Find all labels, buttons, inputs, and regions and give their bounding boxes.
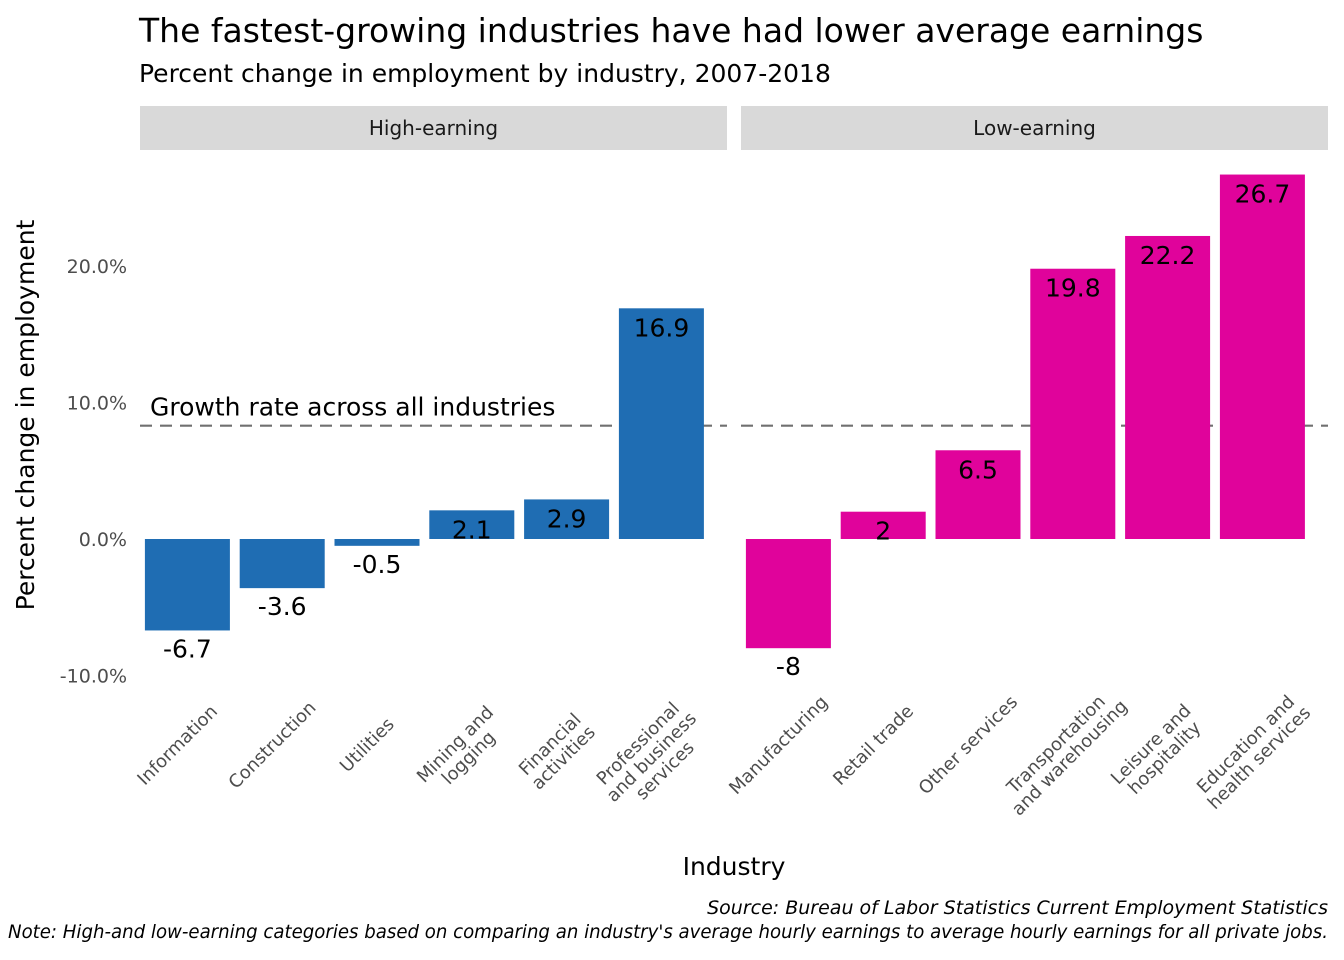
x-tick-label: Manufacturing <box>725 692 832 799</box>
bar <box>618 308 704 539</box>
bar-value-label: 2.1 <box>452 515 492 544</box>
facet-strip-label: Low-earning <box>973 116 1096 140</box>
bar <box>239 539 325 589</box>
bar-value-label: 16.9 <box>634 313 690 342</box>
facet-strips: High-earning Low-earning <box>140 106 1328 150</box>
bar <box>935 450 1021 539</box>
bar-value-label: 6.5 <box>958 455 998 484</box>
facet-strip <box>140 106 727 150</box>
bar-value-label: -3.6 <box>258 592 307 621</box>
x-tick-label: Financialactivities <box>514 709 600 795</box>
bar <box>144 539 230 631</box>
bar-value-label: -0.5 <box>353 550 402 579</box>
bar-value-label: 2 <box>875 517 891 546</box>
bar-value-label: 19.8 <box>1045 274 1101 303</box>
y-tick-label: 0.0% <box>79 529 127 551</box>
bar <box>840 511 926 539</box>
bar-value-label: 26.7 <box>1235 180 1291 209</box>
x-tick-label: Education andhealth services <box>1190 689 1315 814</box>
bar <box>334 539 420 546</box>
chart-subtitle: Percent change in employment by industry… <box>139 59 831 88</box>
y-tick-label: 10.0% <box>67 393 127 415</box>
bar-value-label: -6.7 <box>163 634 212 663</box>
y-axis-ticks: -10.0% 0.0% 10.0% 20.0% <box>60 256 127 688</box>
x-tick-label: Information <box>133 701 222 790</box>
y-tick-label: -10.0% <box>60 666 127 688</box>
x-tick-label: Construction <box>225 697 321 793</box>
bar-value-label: 22.2 <box>1140 241 1196 270</box>
x-axis-title: Industry <box>683 852 786 881</box>
x-tick-label: Mining andlogging <box>413 702 512 801</box>
bar-value-label: 2.9 <box>547 504 587 533</box>
bar <box>745 539 831 649</box>
bar-labels-layer: -6.7 -3.6 -0.5 2.1 2.9 16.9 -8 2 6.5 19.8 22.2 26.7 <box>163 180 1290 682</box>
bars-layer <box>144 174 1305 649</box>
y-tick-label: 20.0% <box>67 256 127 278</box>
x-tick-label: Professionaland businessservices <box>589 695 714 820</box>
note-caption: Note: High-and low-earning categories ba… <box>8 921 1328 943</box>
bar-value-label: -8 <box>776 652 801 681</box>
bar <box>1125 235 1211 539</box>
x-axis-ticks: Information Construction Utilities Mining a… <box>133 689 1315 820</box>
y-axis-title: Percent change in employment <box>11 219 40 610</box>
x-tick-label: Utilities <box>336 714 399 777</box>
x-tick-label: Retail trade <box>829 701 918 790</box>
facet-strip <box>741 106 1328 150</box>
bar <box>1030 268 1116 539</box>
chart-title: The fastest-growing industries have had … <box>138 11 1203 50</box>
bar <box>1219 174 1305 540</box>
reference-line-label: Growth rate across all industries <box>150 393 555 422</box>
source-caption: Source: Bureau of Labor Statistics Curre… <box>707 897 1328 919</box>
bar <box>429 510 515 539</box>
facet-strip-label: High-earning <box>369 116 498 140</box>
bar <box>524 499 610 539</box>
